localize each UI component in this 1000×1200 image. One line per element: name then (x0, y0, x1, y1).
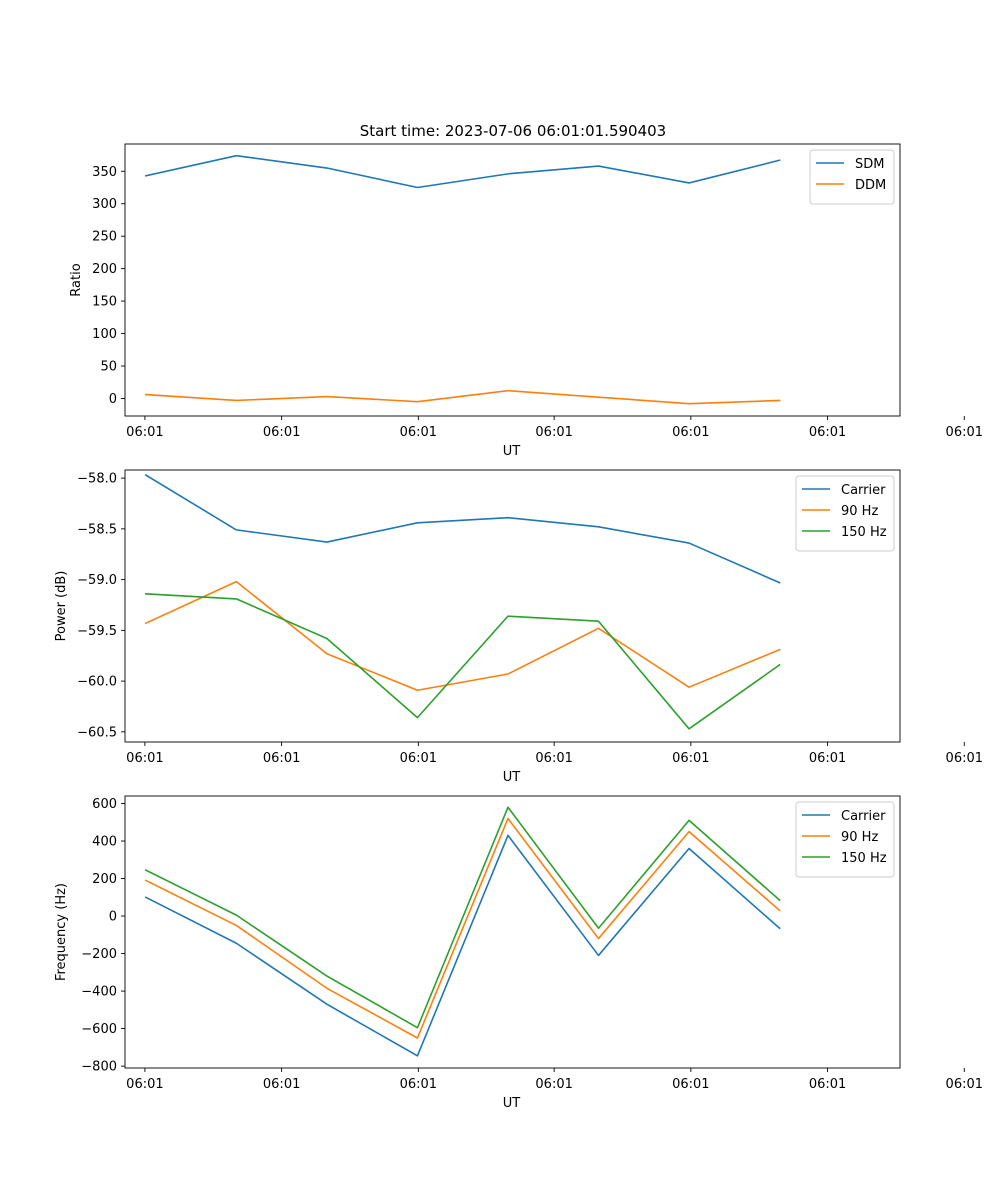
y-tick-label: 200 (92, 262, 117, 277)
legend-label: Carrier (841, 483, 886, 498)
x-tick-label: 06:01 (400, 1077, 437, 1092)
y-tick-label: −800 (81, 1060, 117, 1075)
x-tick-label: 06:01 (535, 751, 572, 766)
x-tick-label: 06:01 (263, 1077, 300, 1092)
axes-frame (124, 143, 901, 417)
legend-label: 90 Hz (841, 504, 878, 519)
legend-label: 150 Hz (841, 851, 887, 866)
plot-area (125, 796, 900, 1068)
x-axis-label: UT (503, 1096, 521, 1111)
y-tick-label: 50 (100, 360, 117, 375)
x-tick-label: 06:01 (672, 1077, 709, 1092)
series-line-carrier (144, 473, 781, 584)
x-tick-label: 06:01 (809, 1077, 846, 1092)
series-line-150-hz (144, 592, 781, 730)
chart-panel-3: 06:01 06:01 06:01 06:01 06:01 06:01 06:01−800−… (54, 795, 983, 1111)
x-tick-label: 06:01 (535, 425, 572, 440)
y-tick-label: 300 (92, 197, 117, 212)
y-tick-label: −60.0 (77, 675, 117, 690)
chart-panel-1: 06:01 06:01 06:01 06:01 06:01 06:01 06:01 0 50 10… (69, 143, 983, 459)
x-tick-label: 06:01 (809, 751, 846, 766)
y-axis-ticks: −60.5 −60.0 −59.5 −59.0 −58.5 −58.0 (77, 472, 125, 740)
x-tick-label: 06:01 (126, 1077, 163, 1092)
y-tick-label: −58.5 (77, 522, 117, 537)
x-tick-label: 06:01 (946, 751, 983, 766)
y-tick-label: 150 (92, 295, 117, 310)
y-tick-label: −200 (81, 947, 117, 962)
legend-box (795, 801, 895, 878)
y-tick-label: 400 (92, 835, 117, 850)
series-line-sdm (144, 154, 781, 189)
axes-frame (124, 795, 901, 1069)
figure-title: Start time: 2023-07-06 06:01:01.590403 (360, 122, 666, 140)
x-tick-label: 06:01 (946, 425, 983, 440)
y-axis-label: Frequency (Hz) (54, 883, 69, 981)
legend: Carrier 90 Hz 150 Hz (795, 801, 895, 878)
axes-frame (124, 469, 901, 743)
x-axis-label: UT (503, 770, 521, 785)
x-axis-ticks: 06:01 06:01 06:01 06:01 06:01 06:01 06:01 (126, 1068, 983, 1092)
y-axis-ticks: −800 −600 −400 −200 0 200 400 600 (81, 797, 125, 1075)
y-tick-label: 100 (92, 327, 117, 342)
legend-label: SDM (855, 157, 884, 172)
plot-area (125, 144, 900, 416)
series-line-ddm (144, 389, 781, 405)
legend-box (795, 475, 895, 552)
y-tick-label: 0 (109, 910, 117, 925)
y-tick-label: 350 (92, 165, 117, 180)
x-tick-label: 06:01 (126, 751, 163, 766)
y-tick-label: 600 (92, 797, 117, 812)
y-axis-label: Power (dB) (54, 571, 69, 642)
y-axis-ticks: 0 50 100 150 200 250 300 350 (92, 165, 125, 407)
legend: Carrier 90 Hz 150 Hz (795, 475, 895, 552)
x-axis-ticks: 06:01 06:01 06:01 06:01 06:01 06:01 06:01 (126, 416, 983, 440)
y-tick-label: −400 (81, 985, 117, 1000)
x-tick-label: 06:01 (263, 425, 300, 440)
x-tick-label: 06:01 (672, 751, 709, 766)
series-line-90-hz (144, 817, 781, 1039)
x-axis-label: UT (503, 444, 521, 459)
series-line-150-hz (144, 806, 781, 1029)
y-tick-label: 0 (109, 392, 117, 407)
x-tick-label: 06:01 (263, 751, 300, 766)
legend-label: DDM (855, 178, 886, 193)
chart-panel-2: 06:01 06:01 06:01 06:01 06:01 06:01 06:01−60.5… (54, 469, 983, 785)
x-tick-label: 06:01 (946, 1077, 983, 1092)
legend-label: 90 Hz (841, 830, 878, 845)
x-tick-label: 06:01 (672, 425, 709, 440)
legend: SDM DDM (809, 149, 895, 205)
charts-group: 06:01 06:01 06:01 06:01 06:01 06:01 06:01 0 50 10… (54, 143, 983, 1111)
x-tick-label: 06:01 (535, 1077, 572, 1092)
y-tick-label: 200 (92, 872, 117, 887)
y-axis-label: Ratio (69, 263, 84, 296)
y-tick-label: −60.5 (77, 725, 117, 740)
y-tick-label: 250 (92, 230, 117, 245)
y-tick-label: −59.5 (77, 624, 117, 639)
series-line-carrier (144, 834, 781, 1057)
x-axis-ticks: 06:01 06:01 06:01 06:01 06:01 06:01 06:01 (126, 742, 983, 766)
plot-area (125, 470, 900, 742)
legend-label: 150 Hz (841, 525, 887, 540)
x-tick-label: 06:01 (809, 425, 846, 440)
legend-label: Carrier (841, 809, 886, 824)
y-tick-label: −600 (81, 1022, 117, 1037)
y-tick-label: −58.0 (77, 472, 117, 487)
series-line-90-hz (144, 580, 781, 692)
x-tick-label: 06:01 (126, 425, 163, 440)
y-tick-label: −59.0 (77, 573, 117, 588)
x-tick-label: 06:01 (400, 425, 437, 440)
x-tick-label: 06:01 (400, 751, 437, 766)
